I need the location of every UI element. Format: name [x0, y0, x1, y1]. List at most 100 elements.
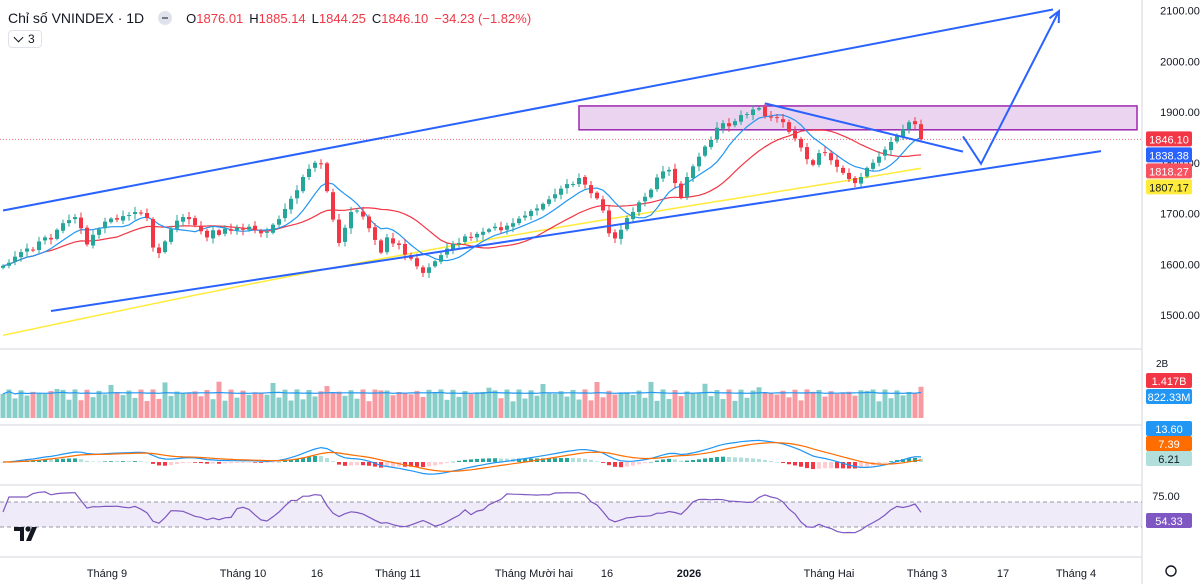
candle-body [565, 184, 569, 189]
time-axis[interactable]: Tháng 9 Tháng 10 16 Tháng 11 Tháng Mười hai 1… [87, 568, 1096, 580]
eye-icon[interactable] [158, 11, 173, 25]
candle-body [667, 169, 671, 172]
trend-drawings[interactable] [2, 8, 1102, 312]
candle-body [361, 211, 365, 217]
candle-body [511, 223, 515, 227]
candle-body [679, 183, 683, 198]
volume-badge-bg [1146, 373, 1192, 388]
candle-body [235, 227, 239, 231]
candle-body [277, 219, 281, 225]
macd-histogram-bar [121, 461, 125, 462]
macd-histogram-bar [157, 462, 161, 466]
macd-histogram-bar [313, 456, 317, 462]
candle-body [223, 228, 227, 234]
candle-body [349, 212, 353, 229]
candle-body [895, 135, 899, 142]
macd-pane[interactable] [1, 439, 923, 475]
macd-histogram-bar [673, 459, 677, 462]
volume-bar [102, 394, 108, 418]
macd-histogram-bar [643, 462, 647, 464]
candle-body [811, 160, 815, 165]
rsi-pane[interactable] [0, 491, 1142, 534]
tradingview-logo-icon[interactable] [14, 525, 40, 543]
macd-histogram-bar [187, 462, 191, 463]
open-label: O [186, 10, 197, 26]
macd-histogram-bar [409, 462, 413, 467]
candle-body [31, 249, 35, 251]
macd-histogram-bar [487, 458, 491, 462]
macd-histogram-bar [229, 462, 233, 464]
indicator-toggle[interactable]: 3 [8, 30, 42, 48]
macd-histogram-bar [637, 462, 641, 465]
time-label: 16 [601, 568, 613, 580]
volume-bar [750, 390, 756, 418]
candle-body [121, 216, 125, 221]
change-value: −34.23 (−1.82%) [434, 10, 532, 26]
candle-body [169, 229, 173, 242]
high-label: H [249, 10, 259, 26]
candle-body [463, 236, 467, 242]
macd-histogram-bar [853, 462, 857, 469]
volume-bar [774, 394, 780, 418]
macd-histogram-bar [901, 459, 905, 462]
volume-bar [912, 392, 918, 418]
volume-bar [438, 389, 444, 418]
macd-histogram-bar [163, 462, 167, 466]
candle-body [145, 213, 149, 219]
volume-pane[interactable] [0, 381, 924, 418]
candle-body [739, 115, 743, 122]
macd-histogram-bar [583, 458, 587, 462]
volume-bar [618, 392, 624, 418]
volume-bar [690, 393, 696, 418]
macd-histogram-bar [133, 461, 137, 462]
volume-bar [780, 390, 786, 418]
volume-bar [552, 393, 558, 418]
volume-ma-line [2, 391, 922, 395]
candle-body [901, 129, 905, 137]
macd-histogram-bar [91, 461, 95, 463]
volume-bar [594, 382, 600, 418]
candle-body [799, 138, 803, 148]
macd-badge: 6.21 [1158, 454, 1179, 466]
macd-histogram-bar [577, 458, 581, 462]
candle-body [775, 117, 779, 119]
low-label: L [311, 10, 319, 26]
volume-bar [654, 400, 660, 418]
candle-body [37, 241, 41, 251]
volume-bar [678, 396, 684, 418]
volume-bar [792, 389, 798, 418]
candlesticks[interactable] [1, 103, 923, 278]
volume-bar [762, 392, 768, 418]
symbol-title[interactable]: Chỉ số VNINDEX · 1D [8, 10, 145, 26]
volume-bar [738, 389, 744, 418]
candle-body [103, 221, 107, 229]
macd-histogram-bar [565, 457, 569, 462]
macd-histogram-bar [841, 462, 845, 469]
price-axis[interactable]: 2100.002000.001900.001800.001700.001600.… [1146, 6, 1200, 577]
volume-bar [372, 389, 378, 418]
volume-bar [18, 390, 24, 418]
macd-histogram-bar [775, 461, 779, 463]
candle-body [91, 234, 95, 246]
macd-histogram-bar [499, 458, 503, 462]
volume-bar [870, 389, 876, 418]
chevron-down-icon [13, 32, 24, 43]
macd-histogram-bar [559, 458, 563, 462]
volume-bar [120, 395, 126, 418]
volume-bar [390, 395, 396, 418]
macd-histogram-bar [169, 462, 173, 466]
candle-body [535, 208, 539, 211]
macd-histogram-bar [541, 458, 545, 462]
candle-body [301, 176, 305, 192]
candle-body [577, 178, 581, 185]
macd-histogram-bar [109, 461, 113, 462]
macd-histogram-bar [691, 460, 695, 462]
resistance-zone[interactable] [0, 105, 1142, 140]
candle-body [391, 238, 395, 244]
volume-bar [600, 397, 606, 418]
candle-body [337, 219, 341, 243]
macd-histogram-bar [73, 458, 77, 462]
rsi-badge-bg [1146, 513, 1192, 528]
